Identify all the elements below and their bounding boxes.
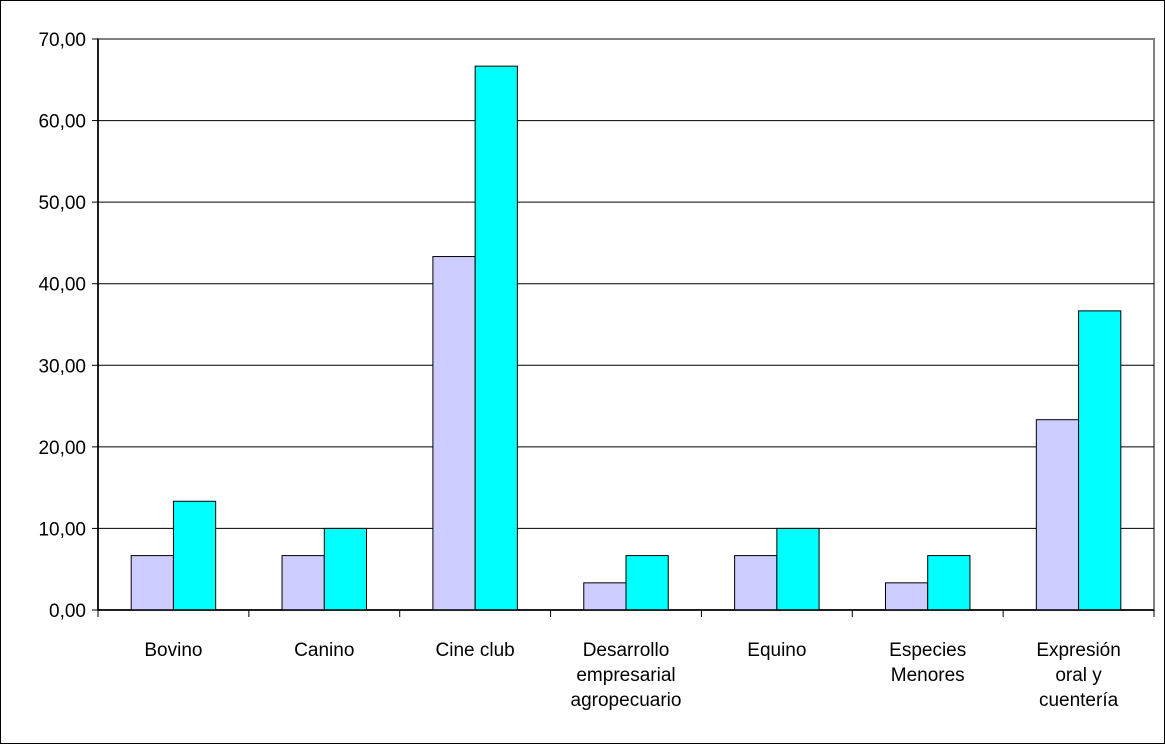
category-label: empresarial [576,665,675,686]
bar [281,555,325,611]
y-tick-label: 50,00 [38,193,86,214]
bar [474,65,518,611]
category-label: Canino [294,640,354,661]
category-label: Expresión [1036,640,1121,661]
bar [927,555,971,611]
y-tick-label: 30,00 [38,356,86,377]
y-tick-label: 70,00 [38,30,86,51]
y-tick-label: 40,00 [38,275,86,296]
bar [1078,310,1122,611]
bar [1035,419,1080,611]
gridlines [97,38,1155,611]
y-tick-labels: 0,00 10,00 20,00 30,00 40,00 50,00 60,00 70,00 [38,30,86,622]
category-label: Desarrollo [583,640,670,661]
bar [583,582,627,611]
category-label: Menores [891,665,965,686]
y-tick-label: 0,00 [49,601,86,622]
bar [130,555,174,611]
category-label: agropecuario [571,690,682,711]
bar [625,555,669,611]
category-label: Bovino [144,640,202,661]
plot-area [97,38,1155,611]
bars [130,65,1122,611]
bar [432,256,476,611]
category-label: Equino [747,640,806,661]
bar [323,527,368,611]
axes [92,38,1155,617]
category-label: cuentería [1039,690,1119,711]
y-tick-label: 60,00 [38,112,86,133]
category-label: Cine club [436,640,515,661]
category-label: oral y [1055,665,1102,686]
x-category-labels: Bovino Canino Cine club Desarrollo empresari… [144,640,1120,711]
bar [776,527,820,611]
y-tick-label: 10,00 [38,519,86,540]
bar [172,500,217,611]
category-label: Especies [889,640,966,661]
bar [734,555,778,611]
y-tick-label: 20,00 [38,438,86,459]
bar [884,582,929,611]
